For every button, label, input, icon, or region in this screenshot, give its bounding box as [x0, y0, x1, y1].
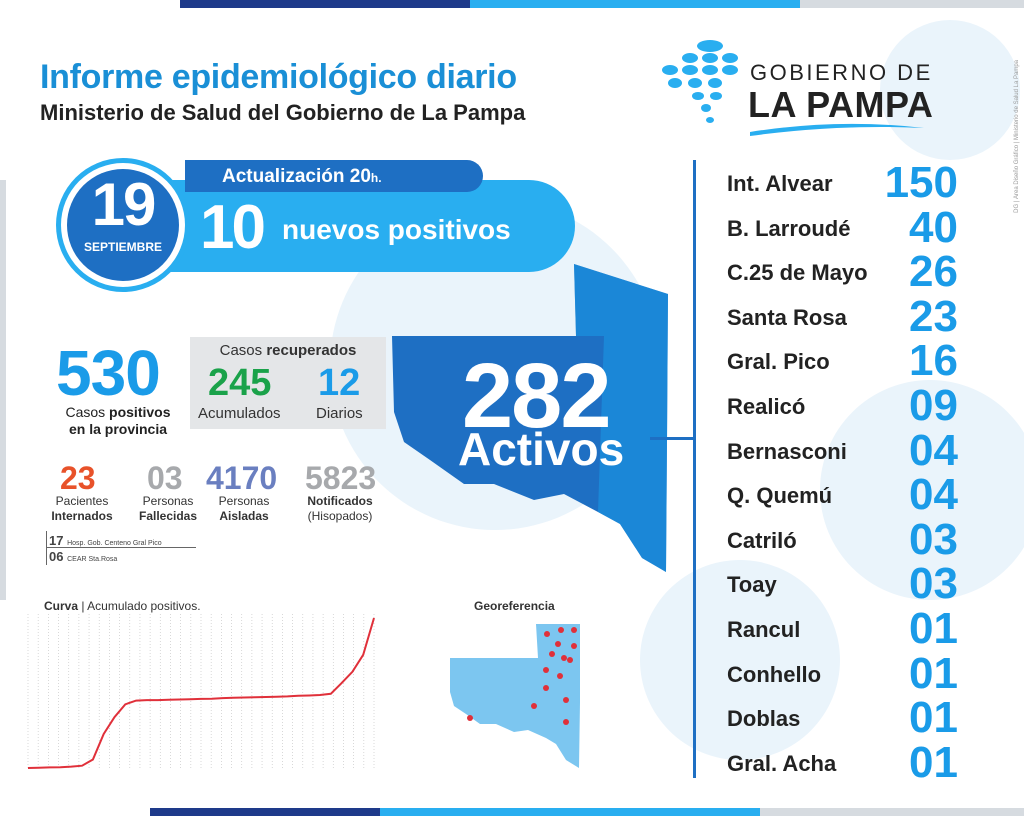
locality-count: 23: [909, 291, 958, 341]
active-count: 282: [462, 345, 611, 447]
date-month: SEPTIEMBRE: [83, 240, 162, 254]
top-stripe: [180, 0, 470, 8]
recovered-accumulated: 245: [208, 362, 272, 404]
bottom-stripe: [760, 808, 1024, 816]
curve-line: [27, 617, 375, 769]
update-label: Actualización 20h.: [222, 166, 382, 187]
curve-title: Curva | Acumulado positivos.: [44, 599, 201, 613]
locality-count: 01: [909, 604, 958, 653]
locality-count: 150: [884, 158, 958, 207]
recovered-title: Casos recuperados: [219, 342, 357, 359]
recovered-daily: 12: [318, 362, 361, 404]
notes-divider: [46, 531, 47, 565]
locality-name: Bernasconi: [727, 438, 847, 464]
locality-count: 26: [909, 247, 958, 297]
left-stripe: [0, 180, 6, 600]
government-logo-icon: [662, 40, 738, 123]
bg-circle: [640, 560, 840, 760]
side-credit: DG | Área Diseño Gráfico | Ministerio de…: [1014, 60, 1020, 213]
case-dot: [563, 697, 569, 703]
case-dots: [467, 627, 577, 725]
locality-count: 16: [909, 336, 958, 386]
case-dot: [558, 627, 564, 633]
page-title: Informe epidemiológico diario: [40, 58, 517, 96]
deceased-count: 03: [147, 460, 183, 496]
locality-name: Conhello: [727, 661, 822, 687]
locality-count: 04: [909, 425, 958, 475]
locality-count: 40: [909, 202, 958, 252]
locality-name: B. Larroudé: [727, 215, 851, 241]
case-dot: [544, 631, 550, 637]
case-dot: [557, 673, 563, 679]
bottom-stripe: [380, 808, 760, 816]
recovered-panel: [190, 337, 386, 429]
georef-map: [450, 624, 580, 768]
total-positives: 530: [56, 337, 161, 409]
georef-title: Georeferencia: [474, 599, 555, 613]
locality-count: 09: [909, 381, 958, 430]
recovered-accumulated-label: Acumulados: [198, 405, 281, 422]
case-dot: [567, 657, 573, 663]
list-divider: [693, 160, 696, 778]
active-label: Activos: [458, 423, 625, 475]
top-stripe: [470, 0, 800, 8]
case-dot: [543, 685, 549, 691]
date-day: 19: [91, 171, 157, 238]
locality-name: Doblas: [727, 706, 801, 732]
isolated-label: Personas Aisladas: [218, 494, 270, 523]
province-map-active: [392, 264, 668, 572]
hospitalized-label: Pacientes Internados: [51, 494, 113, 523]
locality-name: Catriló: [727, 527, 797, 553]
case-dot: [563, 719, 569, 725]
logo-text-line1: GOBIERNO DE: [750, 60, 933, 85]
locality-name: Rancul: [727, 617, 801, 642]
locality-count: 01: [909, 648, 958, 698]
case-dot: [549, 651, 555, 657]
new-positives-label: nuevos positivos: [282, 214, 511, 245]
bottom-stripe: [150, 808, 380, 816]
logo-swoosh-icon: [750, 123, 924, 136]
case-dot: [571, 643, 577, 649]
notified-count: 5823: [305, 460, 377, 496]
hospitalized-count: 23: [60, 460, 96, 496]
hospital-note: 06 CEAR Sta.Rosa: [49, 549, 118, 564]
locality-name: Santa Rosa: [727, 304, 847, 330]
locality-name: Toay: [727, 572, 777, 598]
update-bar: [185, 160, 483, 192]
case-dot: [555, 641, 561, 647]
date-circle-inner: [67, 169, 179, 281]
locality-count: 03: [909, 559, 958, 609]
cumulative-curve-chart: [27, 614, 375, 769]
top-stripe: [800, 0, 1024, 8]
logo-text-line2: LA PAMPA: [748, 84, 934, 125]
locality-count: 01: [909, 737, 958, 787]
locality-name: C.25 de Mayo: [727, 260, 868, 286]
bg-circle: [880, 20, 1020, 160]
recovered-daily-label: Diarios: [316, 405, 363, 422]
locality-name: Realicó: [727, 394, 806, 419]
locality-name: Q. Quemú: [727, 483, 833, 509]
map-connector: [650, 437, 694, 440]
isolated-count: 4170: [206, 460, 278, 496]
notes-divider: [46, 547, 196, 548]
page-subtitle: Ministerio de Salud del Gobierno de La P…: [40, 100, 526, 125]
locality-name: Gral. Acha: [727, 750, 837, 776]
case-dot: [571, 627, 577, 633]
case-dot: [467, 715, 473, 721]
deceased-label: Personas Fallecidas: [138, 494, 198, 523]
hospital-note: 17 Hosp. Gob. Centeno Gral Pico: [49, 533, 162, 548]
bg-circle: [820, 380, 1024, 600]
locality-name: Int. Alvear: [727, 171, 833, 196]
case-dot: [543, 667, 549, 673]
locality-count: 04: [909, 470, 958, 520]
case-dot: [561, 655, 567, 661]
locality-count: 03: [909, 514, 958, 564]
case-dot: [531, 703, 537, 709]
locality-count: 01: [909, 693, 958, 743]
new-positives-count: 10: [200, 193, 266, 262]
locality-name: Gral. Pico: [727, 349, 830, 375]
notified-label: Notificados (Hisopados): [307, 494, 373, 523]
total-positives-label: Casos positivos en la provincia: [65, 404, 171, 437]
